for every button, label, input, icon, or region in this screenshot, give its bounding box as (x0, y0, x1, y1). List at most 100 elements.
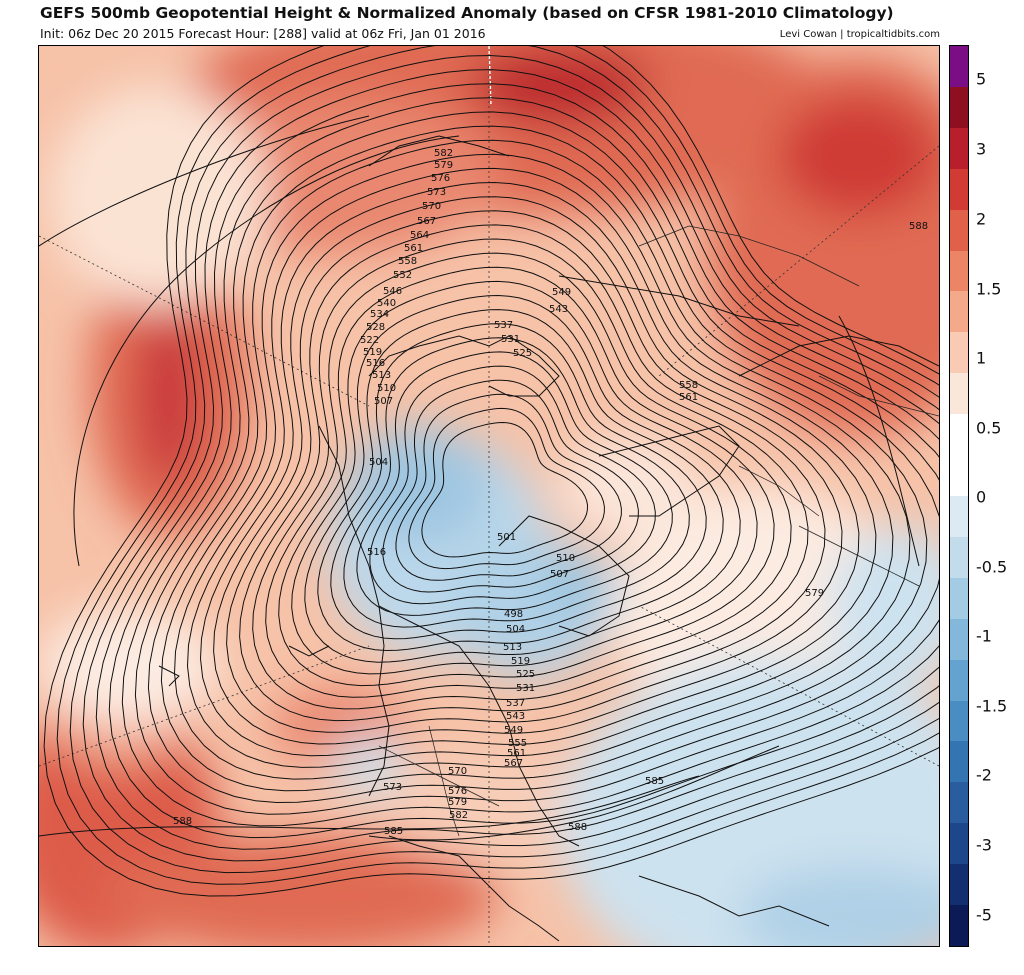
colorbar-tick-label: 1 (976, 348, 987, 368)
height-contour-line (368, 745, 780, 841)
colorbar-swatch (950, 495, 968, 537)
colorbar-tick-label: 5 (976, 69, 987, 89)
colorbar-tick-label: 3 (976, 139, 987, 159)
height-contour-line (291, 280, 758, 675)
colorbar-tick-label: -3 (976, 835, 992, 855)
contour-label: 570 (422, 201, 441, 212)
colorbar-tick-label: 0 (976, 487, 987, 507)
contour-label: 519 (511, 656, 530, 667)
colorbar-swatch (950, 577, 968, 619)
contour-label: 585 (384, 826, 403, 837)
height-contour-line (69, 46, 939, 874)
height-contour-line (43, 46, 939, 897)
colorbar-tick-label: -1.5 (976, 696, 1008, 716)
contour-label: 510 (556, 553, 575, 564)
contour-label: 507 (374, 396, 393, 407)
colorbar-tick-label: 0.5 (976, 418, 1002, 438)
contour-label: 537 (506, 698, 525, 709)
colorbar-swatch (950, 168, 968, 210)
contour-label: 516 (366, 358, 385, 369)
colorbar-swatch (950, 46, 968, 87)
colorbar-tick-label: 1.5 (976, 279, 1002, 299)
contour-label: 588 (909, 221, 928, 232)
contour-label: 573 (427, 187, 446, 198)
contour-label: 561 (404, 243, 423, 254)
contour-label: 498 (504, 609, 523, 620)
contour-label: 558 (398, 256, 417, 267)
contour-label: 516 (367, 547, 386, 558)
height-contours (39, 46, 939, 897)
contour-label: 567 (417, 216, 436, 227)
contour-label: 561 (507, 748, 526, 759)
colorbar-swatch (950, 741, 968, 783)
contour-label: 549 (552, 287, 571, 298)
height-contour-line (252, 238, 809, 710)
colorbar-tick-label: 2 (976, 209, 987, 229)
height-contour-line (239, 224, 826, 722)
height-contour-line (160, 139, 928, 792)
colorbar-swatch (950, 414, 968, 456)
colorbar-swatch (950, 618, 968, 660)
height-contour-line (39, 115, 370, 247)
colorbar-tick-label: -2 (976, 765, 992, 785)
height-contour-line (838, 315, 920, 567)
contour-label: 552 (393, 270, 412, 281)
colorbar-swatch (950, 864, 968, 906)
contour-label: 582 (449, 810, 468, 821)
height-contour-line (304, 294, 741, 663)
colorbar-swatch (950, 332, 968, 374)
colorbar-swatch (950, 659, 968, 701)
contour-label: 588 (568, 822, 587, 833)
colorbar-tick-label: -1 (976, 626, 992, 646)
height-contour-line (408, 407, 605, 570)
contour-label: 543 (549, 304, 568, 315)
contour-label: 549 (504, 725, 523, 736)
height-contour-line (134, 111, 939, 815)
political-borders (378, 225, 939, 837)
height-contour-line (421, 421, 589, 558)
contour-label: 582 (434, 148, 453, 159)
map-canvas: 5825795765735705675645615585525465405345… (39, 46, 939, 946)
height-contour-line (265, 252, 792, 698)
contour-label: 576 (448, 786, 467, 797)
colorbar-swatch (950, 823, 968, 865)
contour-label: 519 (363, 347, 382, 358)
map-title: GEFS 500mb Geopotential Height & Normali… (40, 4, 894, 22)
author-credit: Levi Cowan | tropicaltidbits.com (779, 29, 940, 40)
contour-label: 513 (372, 370, 391, 381)
height-contour-line (226, 210, 843, 733)
anomaly-map: 582 579 576 573 570 567 564 561 558 552 546 540 534 5… (38, 45, 940, 947)
contour-label: 585 (645, 776, 664, 787)
height-contour-line (356, 351, 673, 616)
colorbar-swatch (950, 700, 968, 742)
contour-label: 528 (366, 322, 385, 333)
contour-label: 573 (383, 782, 402, 793)
contour-labels: 5825795765735705675645615585525465405345… (173, 148, 928, 837)
coastlines (158, 135, 939, 942)
contour-label: 531 (501, 334, 520, 345)
contour-label: 534 (370, 309, 389, 320)
height-contour-line (213, 196, 860, 745)
contour-label: 513 (503, 642, 522, 653)
contour-label: 564 (410, 230, 429, 241)
colorbar-swatch (950, 86, 968, 128)
height-contour-line (330, 323, 707, 640)
contour-label: 525 (516, 669, 535, 680)
height-contour-line (73, 135, 460, 567)
contour-label: 504 (506, 624, 525, 635)
contour-label: 570 (448, 766, 467, 777)
colorbar-tick-label: -5 (976, 905, 992, 925)
colorbar-swatch (950, 536, 968, 578)
height-contour-line (121, 97, 939, 827)
colorbar-swatch (950, 209, 968, 251)
height-contour-line (382, 379, 639, 593)
contour-label: 510 (377, 383, 396, 394)
height-contour-line (186, 167, 894, 768)
height-contour-line (395, 393, 622, 581)
colorbar-swatch (950, 905, 968, 946)
height-contour-line (317, 309, 724, 652)
contour-label: 567 (504, 758, 523, 769)
contour-label: 507 (550, 569, 569, 580)
colorbar-swatch (950, 127, 968, 169)
contour-label: 579 (434, 160, 453, 171)
